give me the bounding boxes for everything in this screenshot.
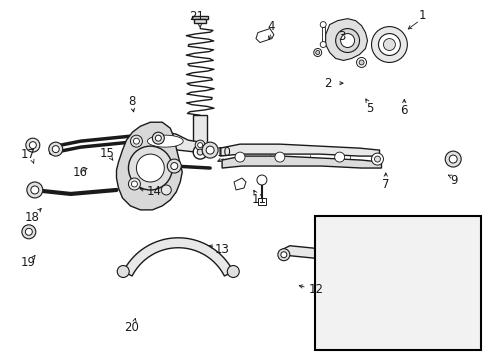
- Circle shape: [374, 156, 380, 162]
- Circle shape: [29, 141, 36, 149]
- Circle shape: [320, 22, 325, 28]
- Circle shape: [133, 138, 139, 144]
- Bar: [314, 216, 480, 350]
- Circle shape: [340, 33, 354, 48]
- Circle shape: [364, 254, 370, 260]
- Text: 1: 1: [418, 9, 425, 22]
- Circle shape: [371, 27, 407, 62]
- Circle shape: [52, 146, 59, 153]
- Polygon shape: [123, 238, 233, 276]
- Text: 21: 21: [189, 10, 204, 23]
- Polygon shape: [281, 246, 369, 262]
- Text: 14: 14: [146, 185, 162, 198]
- Text: 4: 4: [267, 20, 274, 33]
- Circle shape: [27, 182, 42, 198]
- Circle shape: [117, 266, 129, 278]
- Text: 9: 9: [449, 174, 457, 186]
- Polygon shape: [220, 144, 379, 156]
- Text: 20: 20: [124, 321, 139, 334]
- Circle shape: [274, 152, 285, 162]
- Text: 17: 17: [20, 148, 35, 161]
- Polygon shape: [222, 156, 381, 168]
- Circle shape: [22, 225, 36, 239]
- Circle shape: [31, 186, 39, 194]
- Circle shape: [444, 151, 460, 167]
- Text: 18: 18: [25, 211, 40, 224]
- Text: 11: 11: [251, 193, 266, 206]
- Polygon shape: [134, 130, 202, 152]
- Circle shape: [277, 249, 289, 261]
- Circle shape: [280, 252, 286, 258]
- Circle shape: [371, 153, 383, 165]
- Polygon shape: [321, 27, 324, 42]
- Circle shape: [361, 251, 373, 263]
- Text: 16: 16: [72, 166, 87, 179]
- Circle shape: [152, 132, 164, 144]
- Circle shape: [334, 152, 344, 162]
- Circle shape: [128, 178, 140, 190]
- Polygon shape: [116, 122, 182, 210]
- Circle shape: [206, 146, 214, 154]
- Circle shape: [256, 175, 266, 185]
- Text: 10: 10: [216, 145, 231, 158]
- Polygon shape: [325, 19, 367, 60]
- Circle shape: [197, 143, 202, 148]
- Polygon shape: [147, 135, 183, 147]
- Polygon shape: [194, 19, 206, 23]
- Text: 7: 7: [381, 178, 389, 191]
- Text: 2: 2: [324, 77, 331, 90]
- Circle shape: [136, 154, 164, 182]
- Circle shape: [235, 152, 244, 162]
- Circle shape: [313, 49, 321, 57]
- Circle shape: [227, 266, 239, 278]
- Circle shape: [335, 28, 359, 53]
- Text: 19: 19: [20, 256, 35, 269]
- Text: 12: 12: [308, 283, 324, 296]
- Circle shape: [320, 41, 325, 48]
- Circle shape: [193, 145, 207, 159]
- Text: 6: 6: [400, 104, 407, 117]
- Circle shape: [130, 135, 142, 147]
- Circle shape: [25, 228, 32, 235]
- Polygon shape: [255, 28, 273, 42]
- Polygon shape: [192, 15, 208, 19]
- Circle shape: [202, 142, 218, 158]
- Text: 15: 15: [100, 147, 114, 159]
- Circle shape: [356, 58, 366, 67]
- Text: 8: 8: [127, 95, 135, 108]
- Circle shape: [128, 146, 172, 190]
- Circle shape: [155, 135, 161, 141]
- Text: 5: 5: [366, 102, 373, 115]
- Circle shape: [26, 138, 40, 152]
- Polygon shape: [193, 115, 207, 145]
- Circle shape: [167, 159, 181, 173]
- Circle shape: [161, 185, 171, 195]
- Text: 13: 13: [215, 243, 229, 256]
- Circle shape: [141, 153, 155, 167]
- Circle shape: [378, 33, 400, 55]
- Circle shape: [131, 181, 137, 187]
- Circle shape: [358, 60, 363, 65]
- Circle shape: [383, 39, 395, 50]
- Circle shape: [197, 149, 203, 155]
- Circle shape: [448, 155, 456, 163]
- Text: 3: 3: [338, 30, 345, 43]
- Circle shape: [49, 142, 62, 156]
- Circle shape: [195, 140, 205, 150]
- Circle shape: [170, 163, 178, 170]
- Circle shape: [315, 50, 319, 54]
- Polygon shape: [234, 178, 245, 190]
- Circle shape: [144, 156, 152, 164]
- Polygon shape: [258, 198, 265, 205]
